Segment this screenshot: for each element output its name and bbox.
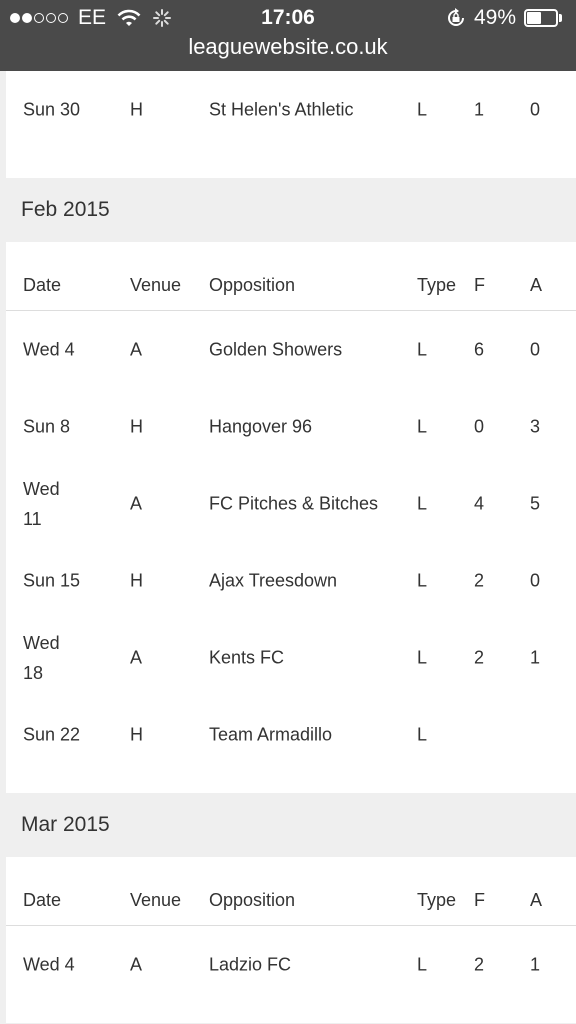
column-header-a[interactable]: A [530,275,543,295]
cell-opposition: Ajax Treesdown [209,570,338,590]
cell-venue: A [130,339,143,359]
signal-strength-icon [10,13,70,23]
cell-for: 1 [474,99,485,119]
fixtures-card-jan: Sun 30 H St Helen's Athletic L 1 0 [6,71,576,178]
cell-opposition: Golden Showers [209,339,343,359]
status-time: 17:06 [261,6,315,29]
cell-venue: H [130,724,143,744]
fixtures-list: Sun 30 H St Helen's Athletic L 1 0 Feb 2… [0,71,576,1023]
cell-against: 1 [530,647,541,667]
month-heading: Feb 2015 [0,178,576,242]
column-header-type[interactable]: Type [417,890,457,910]
column-header-f[interactable]: F [474,275,485,295]
cell-opposition: Kents FC [209,647,285,667]
cell-opposition: Hangover 96 [209,416,313,436]
cell-for: 2 [474,954,485,974]
column-header-f[interactable]: F [474,890,485,910]
cell-type: L [417,99,428,119]
cell-type: L [417,724,428,744]
cell-type: L [417,570,428,590]
cell-type: L [417,339,428,359]
column-header-opposition[interactable]: Opposition [209,275,296,295]
column-header-venue[interactable]: Venue [130,275,182,295]
cell-date: Wed 4 [23,339,75,359]
cell-for: 0 [474,416,485,436]
address-bar[interactable]: leaguewebsite.co.uk [188,34,388,59]
cell-date: Wed 4 [23,954,75,974]
cell-type: L [417,416,428,436]
battery-icon [524,9,564,27]
cell-date: Wed 11 [23,478,60,529]
column-header-date[interactable]: Date [23,275,62,295]
table-row: Sun 8 H Hangover 96 L 0 3 [6,388,576,465]
cell-venue: A [130,493,143,513]
browser-top-bar: EE 17:06 [0,0,576,71]
cell-date: Wed 18 [23,632,60,683]
cell-against: 3 [530,416,541,436]
table-row: Wed 11 A FC Pitches & Bitches L 4 5 [6,465,576,542]
column-header-date[interactable]: Date [23,890,62,910]
table-row: Sun 15 H Ajax Treesdown L 2 0 [6,542,576,619]
column-header-type[interactable]: Type [417,275,457,295]
cell-against: 1 [530,954,541,974]
fixtures-card: Date Venue Opposition Type F A Wed 4 A Ladzio FC… [6,857,576,1023]
cell-opposition: Team Armadillo [209,724,333,744]
cell-venue: H [130,99,143,119]
cell-for: 2 [474,570,485,590]
table-header-row: Date Venue Opposition Type F A [6,242,576,311]
column-header-opposition[interactable]: Opposition [209,890,296,910]
cell-type: L [417,493,428,513]
column-header-a[interactable]: A [530,890,543,910]
table-row: Wed 18 A Kents FC L 2 1 [6,619,576,696]
cell-opposition: St Helen's Athletic [209,99,354,119]
table-row: Sun 30 H St Helen's Athletic L 1 0 [6,71,576,148]
cell-date: Sun 8 [23,416,71,436]
cell-date: Sun 30 [23,99,81,119]
rotation-lock-icon [447,8,464,26]
cell-type: L [417,647,428,667]
cell-for: 6 [474,339,485,359]
cell-for: 2 [474,647,485,667]
cell-opposition: Ladzio FC [209,954,292,974]
loading-spinner-icon [153,9,172,27]
cell-venue: H [130,416,143,436]
cell-against: 0 [530,99,541,119]
cell-against: 5 [530,493,541,513]
table-row: Wed 4 A Golden Showers L 6 0 [6,311,576,388]
fixtures-card: Date Venue Opposition Type F A Wed 4 A Golden Sh… [6,242,576,793]
month-heading: Mar 2015 [0,793,576,857]
cell-date: Sun 15 [23,570,81,590]
cell-against: 0 [530,339,541,359]
table-row: Sun 22 H Team Armadillo L [6,696,576,773]
cell-date: Sun 22 [23,724,81,744]
cell-type: L [417,954,428,974]
cell-venue: H [130,570,143,590]
cell-for: 4 [474,493,485,513]
cell-venue: A [130,954,143,974]
carrier-name: EE [78,6,107,29]
battery-percentage: 49% [473,6,516,29]
table-header-row: Date Venue Opposition Type F A [6,857,576,926]
table-row: Wed 4 A Ladzio FC L 2 1 [6,926,576,1003]
status-bar: EE 17:06 [0,0,576,36]
column-header-venue[interactable]: Venue [130,890,182,910]
wifi-icon [117,9,141,26]
cell-venue: A [130,647,143,667]
cell-opposition: FC Pitches & Bitches [209,493,379,513]
cell-against: 0 [530,570,541,590]
